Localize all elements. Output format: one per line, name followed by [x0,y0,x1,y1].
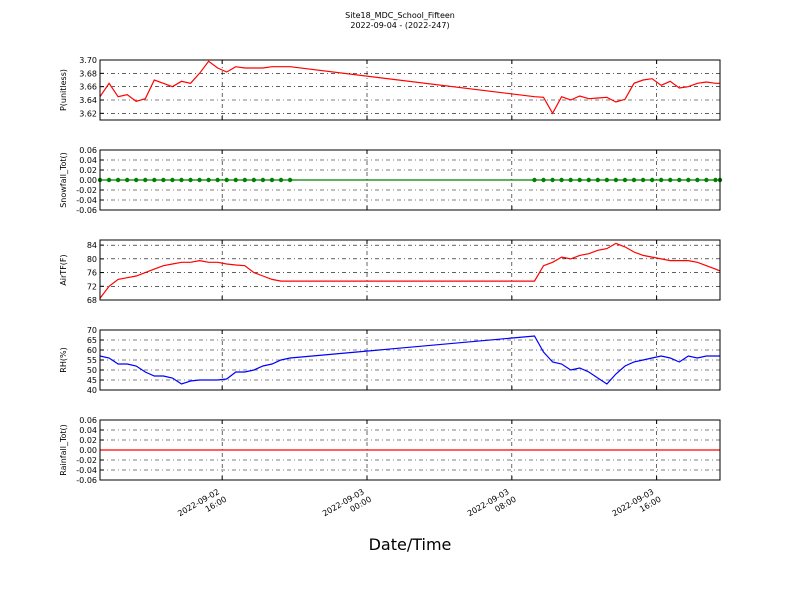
y-tick-label: -0.06 [76,476,97,485]
y-tick-label: 3.66 [79,83,97,92]
y-tick-label: -0.04 [76,466,97,475]
marker [134,177,139,183]
marker [161,177,166,183]
chart-title: Site18_MDC_School_Fifteen [345,11,455,20]
marker [188,177,193,183]
y-tick-label: 68 [87,296,97,305]
marker [568,177,573,183]
marker [577,177,582,183]
plot-frame [99,59,721,121]
marker [233,177,238,183]
marker [106,177,112,183]
y-tick-label: 0.02 [79,436,97,445]
y-tick-label: 45 [87,376,97,385]
marker [197,177,202,183]
y-axis-label: Rainfall_Tot() [59,424,68,476]
y-tick-label: 70 [87,326,97,335]
marker [695,177,700,183]
marker [622,177,628,183]
y-tick-label: 0.04 [79,156,97,165]
marker [668,177,673,183]
x-axis-label: Date/Time [369,535,452,554]
marker [287,177,293,183]
marker [269,177,275,183]
marker [550,177,555,183]
y-tick-label: 65 [87,336,97,345]
marker [224,177,229,183]
y-tick-label: 76 [87,269,97,278]
y-tick-label: -0.02 [76,186,97,195]
marker [613,177,619,183]
y-tick-label: 0.06 [79,416,97,425]
chart-subtitle: 2022-09-04 - (2022-247) [350,21,449,30]
marker [640,177,646,183]
marker [215,177,220,183]
y-tick-label: -0.04 [76,196,97,205]
marker [704,177,709,183]
marker [179,177,184,183]
marker [278,177,284,183]
y-axis-label: AirTF(F) [59,254,68,285]
marker [206,177,211,183]
y-tick-label: -0.02 [76,456,97,465]
y-axis-label: RH(%) [59,347,68,372]
series-line [99,242,721,299]
marker [115,177,121,183]
marker [532,177,537,183]
y-tick-label: 3.70 [79,56,97,65]
y-tick-label: 60 [87,346,97,355]
marker [152,177,157,183]
y-tick-label: 55 [87,356,97,365]
y-tick-label: 3.64 [79,96,97,105]
marker [658,177,664,183]
marker [686,177,691,183]
y-tick-label: 3.68 [79,69,97,78]
marker [677,177,682,183]
marker [586,177,591,183]
y-tick-label: 0.00 [79,176,97,185]
plot-frame [99,149,721,211]
marker [595,177,601,183]
marker [260,177,266,183]
series-line [99,60,720,115]
marker [124,177,130,183]
marker [170,177,175,183]
marker [713,177,718,183]
marker [604,177,610,183]
y-tick-label: 50 [87,366,97,375]
y-tick-label: 40 [87,386,97,395]
marker [541,177,546,183]
marker [143,177,148,183]
y-tick-label: 72 [87,282,97,291]
marker [251,177,257,183]
marker [242,177,248,183]
y-tick-label: 0.00 [79,446,97,455]
y-tick-label: -0.06 [76,206,97,215]
marker [649,177,655,183]
y-tick-label: 3.62 [79,109,97,118]
y-tick-label: 0.06 [79,146,97,155]
y-axis-label: Snowfall_Tot() [59,152,68,208]
marker [559,177,564,183]
series-line [99,335,720,385]
marker [631,177,637,183]
y-tick-label: 84 [87,241,97,250]
y-axis-label: P(unitless) [59,69,68,111]
plot-frame [99,419,721,481]
y-tick-label: 80 [87,255,97,264]
y-tick-label: 0.04 [79,426,97,435]
plot-frame [99,239,721,301]
y-tick-label: 0.02 [79,166,97,175]
plot-frame [99,329,721,391]
